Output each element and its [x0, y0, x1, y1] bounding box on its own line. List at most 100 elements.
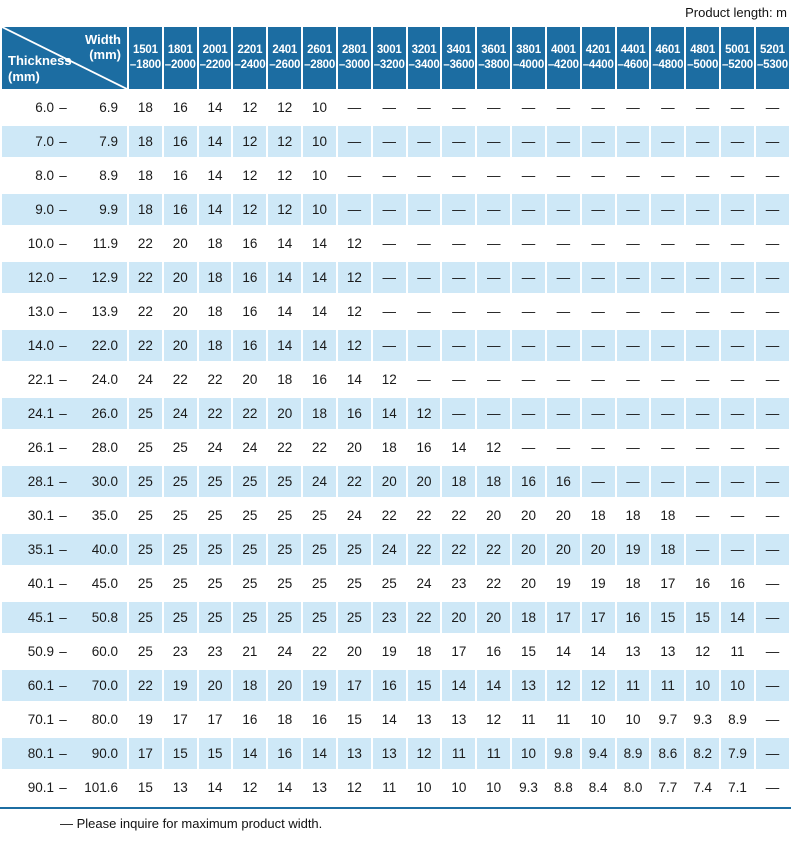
cell-value: 20: [268, 398, 302, 429]
cell-value: 16: [303, 364, 336, 395]
cell-no-data: —: [755, 466, 789, 497]
thickness-range-label: 12.0–12.9: [2, 262, 127, 293]
cell-value: 22: [129, 330, 162, 361]
thickness-range-label: 13.0–13.9: [2, 296, 127, 327]
thickness-axis-label: Thickness (mm): [8, 53, 72, 84]
cell-value: 14: [268, 296, 302, 327]
cell-no-data: —: [546, 92, 580, 123]
cell-value: 25: [129, 534, 162, 565]
cell-no-data: —: [755, 670, 789, 701]
cell-value: 19: [581, 568, 615, 599]
cell-value: 20: [163, 296, 197, 327]
cell-value: 22: [198, 398, 232, 429]
cell-no-data: —: [512, 194, 545, 225]
cell-value: 18: [198, 228, 232, 259]
cell-value: 25: [233, 534, 267, 565]
cell-value: 22: [129, 670, 162, 701]
cell-no-data: —: [686, 534, 720, 565]
cell-value: 22: [129, 228, 162, 259]
cell-value: 20: [477, 500, 511, 531]
thickness-range-label: 60.1–70.0: [2, 670, 127, 701]
width-column-header: 5201 –5300: [755, 27, 789, 89]
cell-value: 25: [233, 568, 267, 599]
cell-value: 7.9: [721, 738, 754, 769]
cell-value: 16: [233, 296, 267, 327]
cell-no-data: —: [512, 296, 545, 327]
cell-value: 19: [303, 670, 336, 701]
cell-value: 11: [546, 704, 580, 735]
cell-no-data: —: [546, 160, 580, 191]
cell-value: 18: [129, 194, 162, 225]
cell-value: 12: [337, 330, 371, 361]
table-body: 6.0–6.9 18 16 14 12 12 10— — — — — — — — — — — — —7.0–7.9 1…: [2, 92, 789, 803]
cell-value: 14: [303, 738, 336, 769]
cell-no-data: —: [546, 432, 580, 463]
cell-value: 25: [129, 500, 162, 531]
cell-value: 14: [268, 228, 302, 259]
width-column-header: 3201 –3400: [407, 27, 441, 89]
cell-no-data: —: [721, 534, 754, 565]
cell-no-data: —: [651, 262, 685, 293]
cell-no-data: —: [372, 330, 406, 361]
cell-no-data: —: [512, 228, 545, 259]
cell-value: 11: [477, 738, 511, 769]
cell-value: 25: [233, 500, 267, 531]
cell-no-data: —: [721, 364, 754, 395]
cell-no-data: —: [755, 262, 789, 293]
table-row: 6.0–6.9 18 16 14 12 12 10— — — — — — — — — — — — —: [2, 92, 789, 123]
cell-value: 18: [616, 568, 650, 599]
cell-no-data: —: [581, 398, 615, 429]
cell-value: 15: [407, 670, 441, 701]
cell-no-data: —: [442, 92, 476, 123]
cell-value: 18: [651, 500, 685, 531]
cell-no-data: —: [407, 160, 441, 191]
cell-value: 20: [372, 466, 406, 497]
table-row: 90.1–101.6 15 13 14 12 14 13 12 11 10 10 10 9.3 8.8 8.…: [2, 772, 789, 803]
cell-no-data: —: [651, 92, 685, 123]
cell-value: 25: [198, 466, 232, 497]
cell-value: 25: [129, 398, 162, 429]
cell-no-data: —: [755, 330, 789, 361]
cell-no-data: —: [686, 194, 720, 225]
thickness-range-label: 70.1–80.0: [2, 704, 127, 735]
table-row: 8.0–8.9 18 16 14 12 12 10— — — — — — — — — — — — —: [2, 160, 789, 191]
cell-value: 25: [337, 602, 371, 633]
cell-value: 8.4: [581, 772, 615, 803]
cell-value: 25: [337, 568, 371, 599]
cell-value: 25: [129, 568, 162, 599]
width-column-header: 2401 –2600: [268, 27, 302, 89]
cell-value: 12: [581, 670, 615, 701]
cell-value: 10: [303, 194, 336, 225]
cell-value: 19: [546, 568, 580, 599]
cell-value: 16: [163, 126, 197, 157]
cell-no-data: —: [686, 92, 720, 123]
cell-value: 25: [268, 500, 302, 531]
cell-value: 18: [512, 602, 545, 633]
cell-no-data: —: [512, 330, 545, 361]
width-column-header: 3001 –3200: [372, 27, 406, 89]
cell-value: 24: [303, 466, 336, 497]
cell-value: 16: [233, 704, 267, 735]
thickness-range-label: 10.0–11.9: [2, 228, 127, 259]
cell-value: 12: [268, 194, 302, 225]
cell-value: 25: [163, 500, 197, 531]
cell-no-data: —: [616, 330, 650, 361]
width-column-header: 3401 –3600: [442, 27, 476, 89]
cell-value: 14: [372, 398, 406, 429]
width-column-header: 3601 –3800: [477, 27, 511, 89]
cell-value: 12: [372, 364, 406, 395]
cell-no-data: —: [721, 432, 754, 463]
cell-value: 25: [198, 500, 232, 531]
cell-value: 13: [651, 636, 685, 667]
width-column-header: 4401 –4600: [616, 27, 650, 89]
cell-value: 23: [442, 568, 476, 599]
width-column-header: 5001 –5200: [721, 27, 754, 89]
header-row: Width (mm) Thickness (mm) 1501 –1800 1801–…: [2, 27, 789, 89]
cell-no-data: —: [477, 398, 511, 429]
cell-no-data: —: [442, 364, 476, 395]
cell-no-data: —: [721, 296, 754, 327]
cell-no-data: —: [512, 398, 545, 429]
cell-value: 10: [303, 160, 336, 191]
cell-no-data: —: [512, 432, 545, 463]
cell-value: 7.4: [686, 772, 720, 803]
